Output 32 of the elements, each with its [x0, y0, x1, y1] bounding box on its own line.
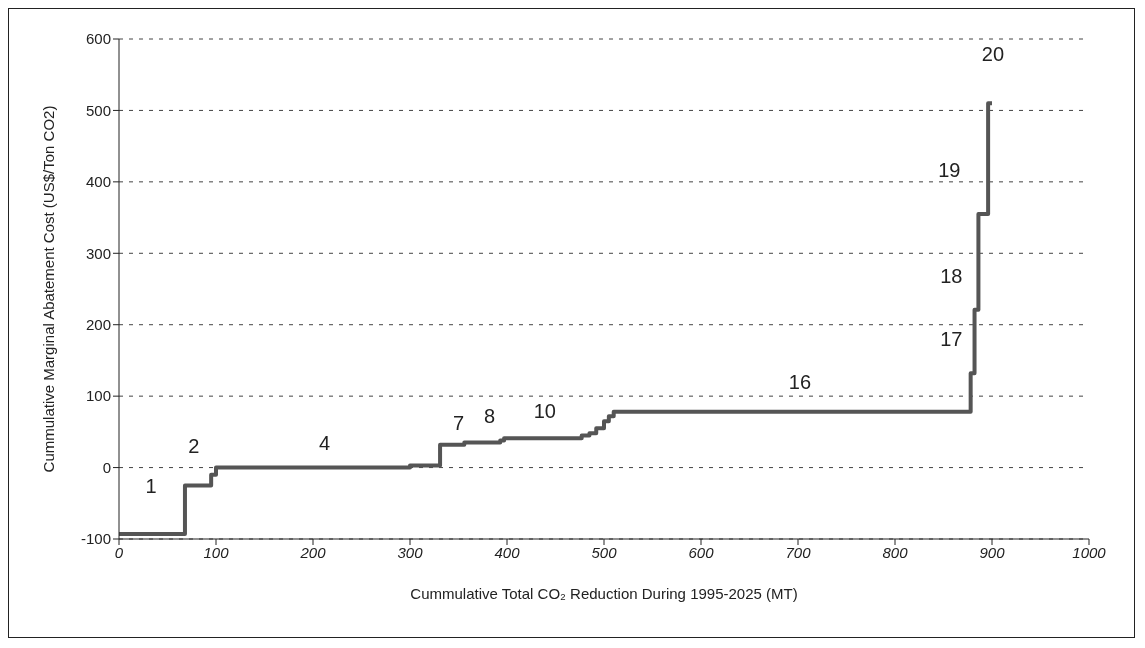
- x-tick-label: 800: [882, 543, 909, 561]
- y-tick-label: 600: [85, 30, 111, 48]
- x-tick-label: 400: [494, 543, 521, 561]
- y-axis-title: Cummulative Marginal Abatement Cost (US$/Ton CO2): [40, 105, 58, 473]
- y-tick-label: 500: [85, 101, 111, 119]
- y-tick-label: 100: [85, 387, 111, 405]
- y-tick-label: -100: [80, 530, 111, 548]
- annotation: 19: [938, 158, 961, 181]
- x-tick-label: 200: [299, 543, 327, 561]
- annotation: 20: [981, 43, 1005, 66]
- annotation: 10: [533, 400, 556, 423]
- y-tick-label: 200: [85, 316, 111, 334]
- x-tick-label: 600: [688, 543, 715, 561]
- x-axis-title: Cummulative Total CO₂ Reduction During 1995-2025 (MT): [410, 585, 798, 602]
- x-tick-label: 300: [397, 543, 424, 561]
- x-tick-label: 100: [203, 543, 230, 561]
- x-tick-label: 0: [114, 543, 124, 561]
- x-tick-label: 900: [979, 543, 1006, 561]
- y-tick-label: 400: [85, 173, 111, 191]
- annotation: 16: [788, 370, 812, 393]
- x-tick-label: 700: [785, 543, 812, 561]
- x-tick-label: 500: [591, 543, 618, 561]
- annotation: 1: [145, 474, 157, 497]
- annotation: 2: [188, 435, 200, 458]
- annotation: 18: [940, 265, 963, 288]
- x-tick-label: 1000: [1072, 543, 1107, 561]
- annotation: 4: [319, 431, 331, 454]
- annotation: 7: [452, 412, 465, 435]
- y-tick-label: 300: [85, 244, 111, 262]
- annotation: 17: [940, 328, 963, 351]
- annotation: 8: [483, 405, 496, 428]
- y-tick-label: 0: [102, 458, 111, 476]
